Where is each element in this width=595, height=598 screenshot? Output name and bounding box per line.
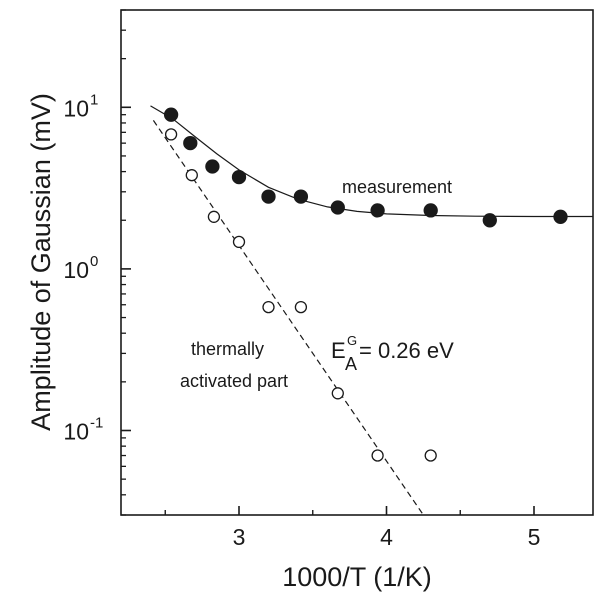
y-tick-label-exponent: 0 <box>90 253 98 270</box>
ea-subscript: A <box>345 354 357 374</box>
y-tick-label: 10 <box>63 257 89 283</box>
ea-value: = 0.26 eV <box>359 338 454 363</box>
x-tick-label: 4 <box>380 524 393 550</box>
plot-frame <box>120 9 594 516</box>
x-tick-label: 3 <box>233 524 246 550</box>
measurement-point <box>423 203 438 218</box>
x-axis-ticks: 3 4 5 <box>164 506 541 550</box>
y-tick-label-exponent: 1 <box>90 91 98 108</box>
measurement-point <box>205 159 220 174</box>
thermal-part-point <box>294 300 308 314</box>
thermal-part-point <box>207 210 221 223</box>
x-axis-title: 1000/T (1/K) <box>282 562 432 592</box>
measurement-point <box>370 203 385 218</box>
thermal-part-point <box>331 387 344 400</box>
ea-symbol: E <box>331 338 346 363</box>
thermal-part-point <box>185 169 198 182</box>
measurement-point <box>293 189 309 204</box>
thermal-part-point <box>232 235 246 249</box>
plot-content <box>150 105 593 516</box>
y-tick-label: 10 <box>63 419 89 445</box>
y-tick-label-exponent: -1 <box>90 415 103 432</box>
thermal-part-point <box>371 449 384 462</box>
thermal-part-point <box>262 300 275 314</box>
measurement-point <box>261 189 276 204</box>
y-axis-title: Amplitude of Gaussian (mV) <box>26 93 56 431</box>
thermal-label-line2: activated part <box>180 371 288 391</box>
measurement-point <box>231 169 247 185</box>
measurement-fit-line <box>150 105 593 218</box>
measurement-point <box>482 213 497 228</box>
measurement-point <box>553 209 568 224</box>
activation-energy-label: E G A = 0.26 eV <box>331 333 454 374</box>
ea-superscript: G <box>347 333 357 348</box>
thermal-part-point <box>424 449 437 462</box>
measurement-point <box>183 135 198 151</box>
measurement-label: measurement <box>342 177 452 197</box>
measurement-point <box>163 107 179 122</box>
measurement-point <box>330 200 345 215</box>
y-tick-label: 10 <box>63 95 89 121</box>
thermal-label-line1: thermally <box>191 339 264 359</box>
thermal-part-point <box>164 128 178 141</box>
x-tick-label: 5 <box>528 524 541 550</box>
